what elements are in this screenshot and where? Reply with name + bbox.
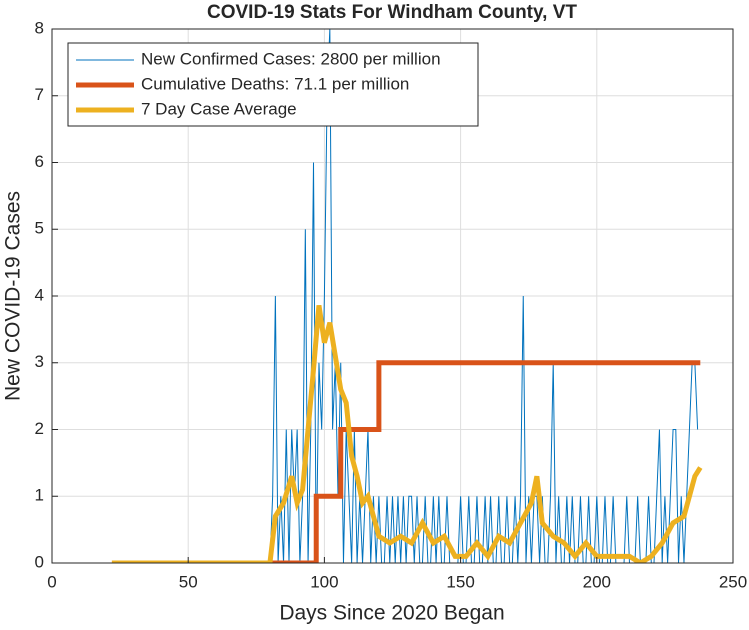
x-tick-label: 100 [310,572,338,591]
lines [111,29,703,563]
x-tick-label: 200 [583,572,611,591]
x-tick-label: 150 [446,572,474,591]
y-tick-label: 1 [35,486,44,505]
legend-label: 7 Day Case Average [141,99,297,118]
x-tick-label: 250 [719,572,747,591]
y-tick-label: 6 [35,152,44,171]
series-line [111,304,703,563]
y-tick-label: 5 [35,219,44,238]
x-axis-label: Days Since 2020 Began [279,602,504,625]
y-tick-label: 4 [35,285,44,304]
x-tick-label: 50 [179,572,198,591]
legend: New Confirmed Cases: 2800 per million Cum… [67,42,479,127]
legend-label: Cumulative Deaths: 71.1 per million [141,74,409,93]
y-tick-label: 7 [35,85,44,104]
y-axis-label: New COVID-19 Cases [2,191,25,401]
y-tick-label: 3 [35,352,44,371]
y-tick-label: 0 [35,552,44,571]
legend-box [67,42,479,127]
legend-label: New Confirmed Cases: 2800 per million [141,49,441,68]
series-line [111,360,701,563]
y-tick-label: 2 [35,419,44,438]
chart-title: COVID-19 Stats For Windham County, VT [207,2,577,23]
x-tick-label: 0 [47,572,56,591]
y-tick-label: 8 [35,18,44,37]
